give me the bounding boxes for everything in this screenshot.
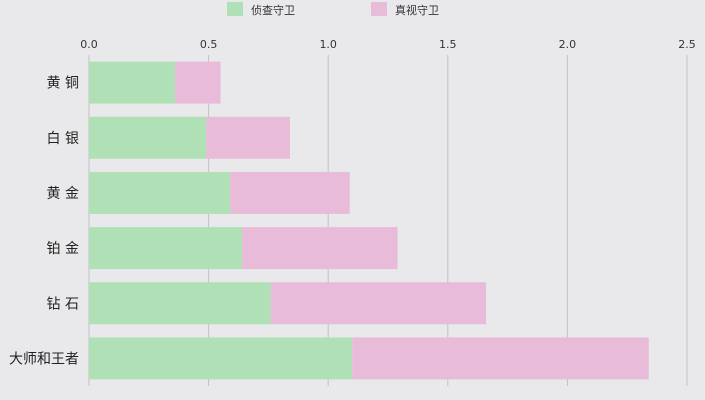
bar-vision-ward-5 [352, 337, 649, 380]
category-label: 铂 金 [47, 241, 79, 257]
category-label: 黄 铜 [47, 75, 79, 92]
category-label: 大师和王者 [9, 351, 79, 367]
bar-vision-ward-3 [242, 227, 398, 270]
x-tick-label: 1.5 [439, 38, 457, 51]
bar-vision-ward-0 [175, 61, 221, 104]
x-tick-label: 2.0 [559, 38, 577, 51]
legend-label-scout-ward: 侦查守卫 [251, 3, 295, 17]
bar-scout-ward-4 [89, 282, 271, 325]
bar-vision-ward-2 [230, 171, 350, 214]
x-tick-label: 0.5 [200, 38, 218, 51]
category-label: 黄 金 [47, 185, 79, 202]
bar-scout-ward-3 [89, 227, 243, 270]
legend-label-vision-ward: 真视守卫 [395, 3, 439, 17]
bar-vision-ward-1 [206, 116, 290, 159]
bar-scout-ward-5 [89, 337, 353, 380]
x-tick-label: 2.5 [678, 38, 696, 51]
legend-swatch-scout-ward [227, 2, 243, 16]
bar-scout-ward-0 [89, 61, 176, 104]
bar-vision-ward-4 [270, 282, 487, 325]
x-tick-label: 0.0 [80, 38, 98, 51]
bar-scout-ward-1 [89, 116, 207, 159]
legend: 侦查守卫 真视守卫 [227, 2, 439, 17]
legend-swatch-vision-ward [371, 2, 387, 16]
bars [89, 61, 649, 380]
x-axis-ticks: 0.0 0.5 1.0 1.5 2.0 2.5 [80, 38, 696, 51]
category-label: 钻 石 [47, 296, 79, 312]
category-label: 白 银 [47, 131, 79, 147]
gridlines [88, 55, 688, 386]
x-tick-label: 1.0 [319, 38, 337, 51]
bar-scout-ward-2 [89, 171, 231, 214]
